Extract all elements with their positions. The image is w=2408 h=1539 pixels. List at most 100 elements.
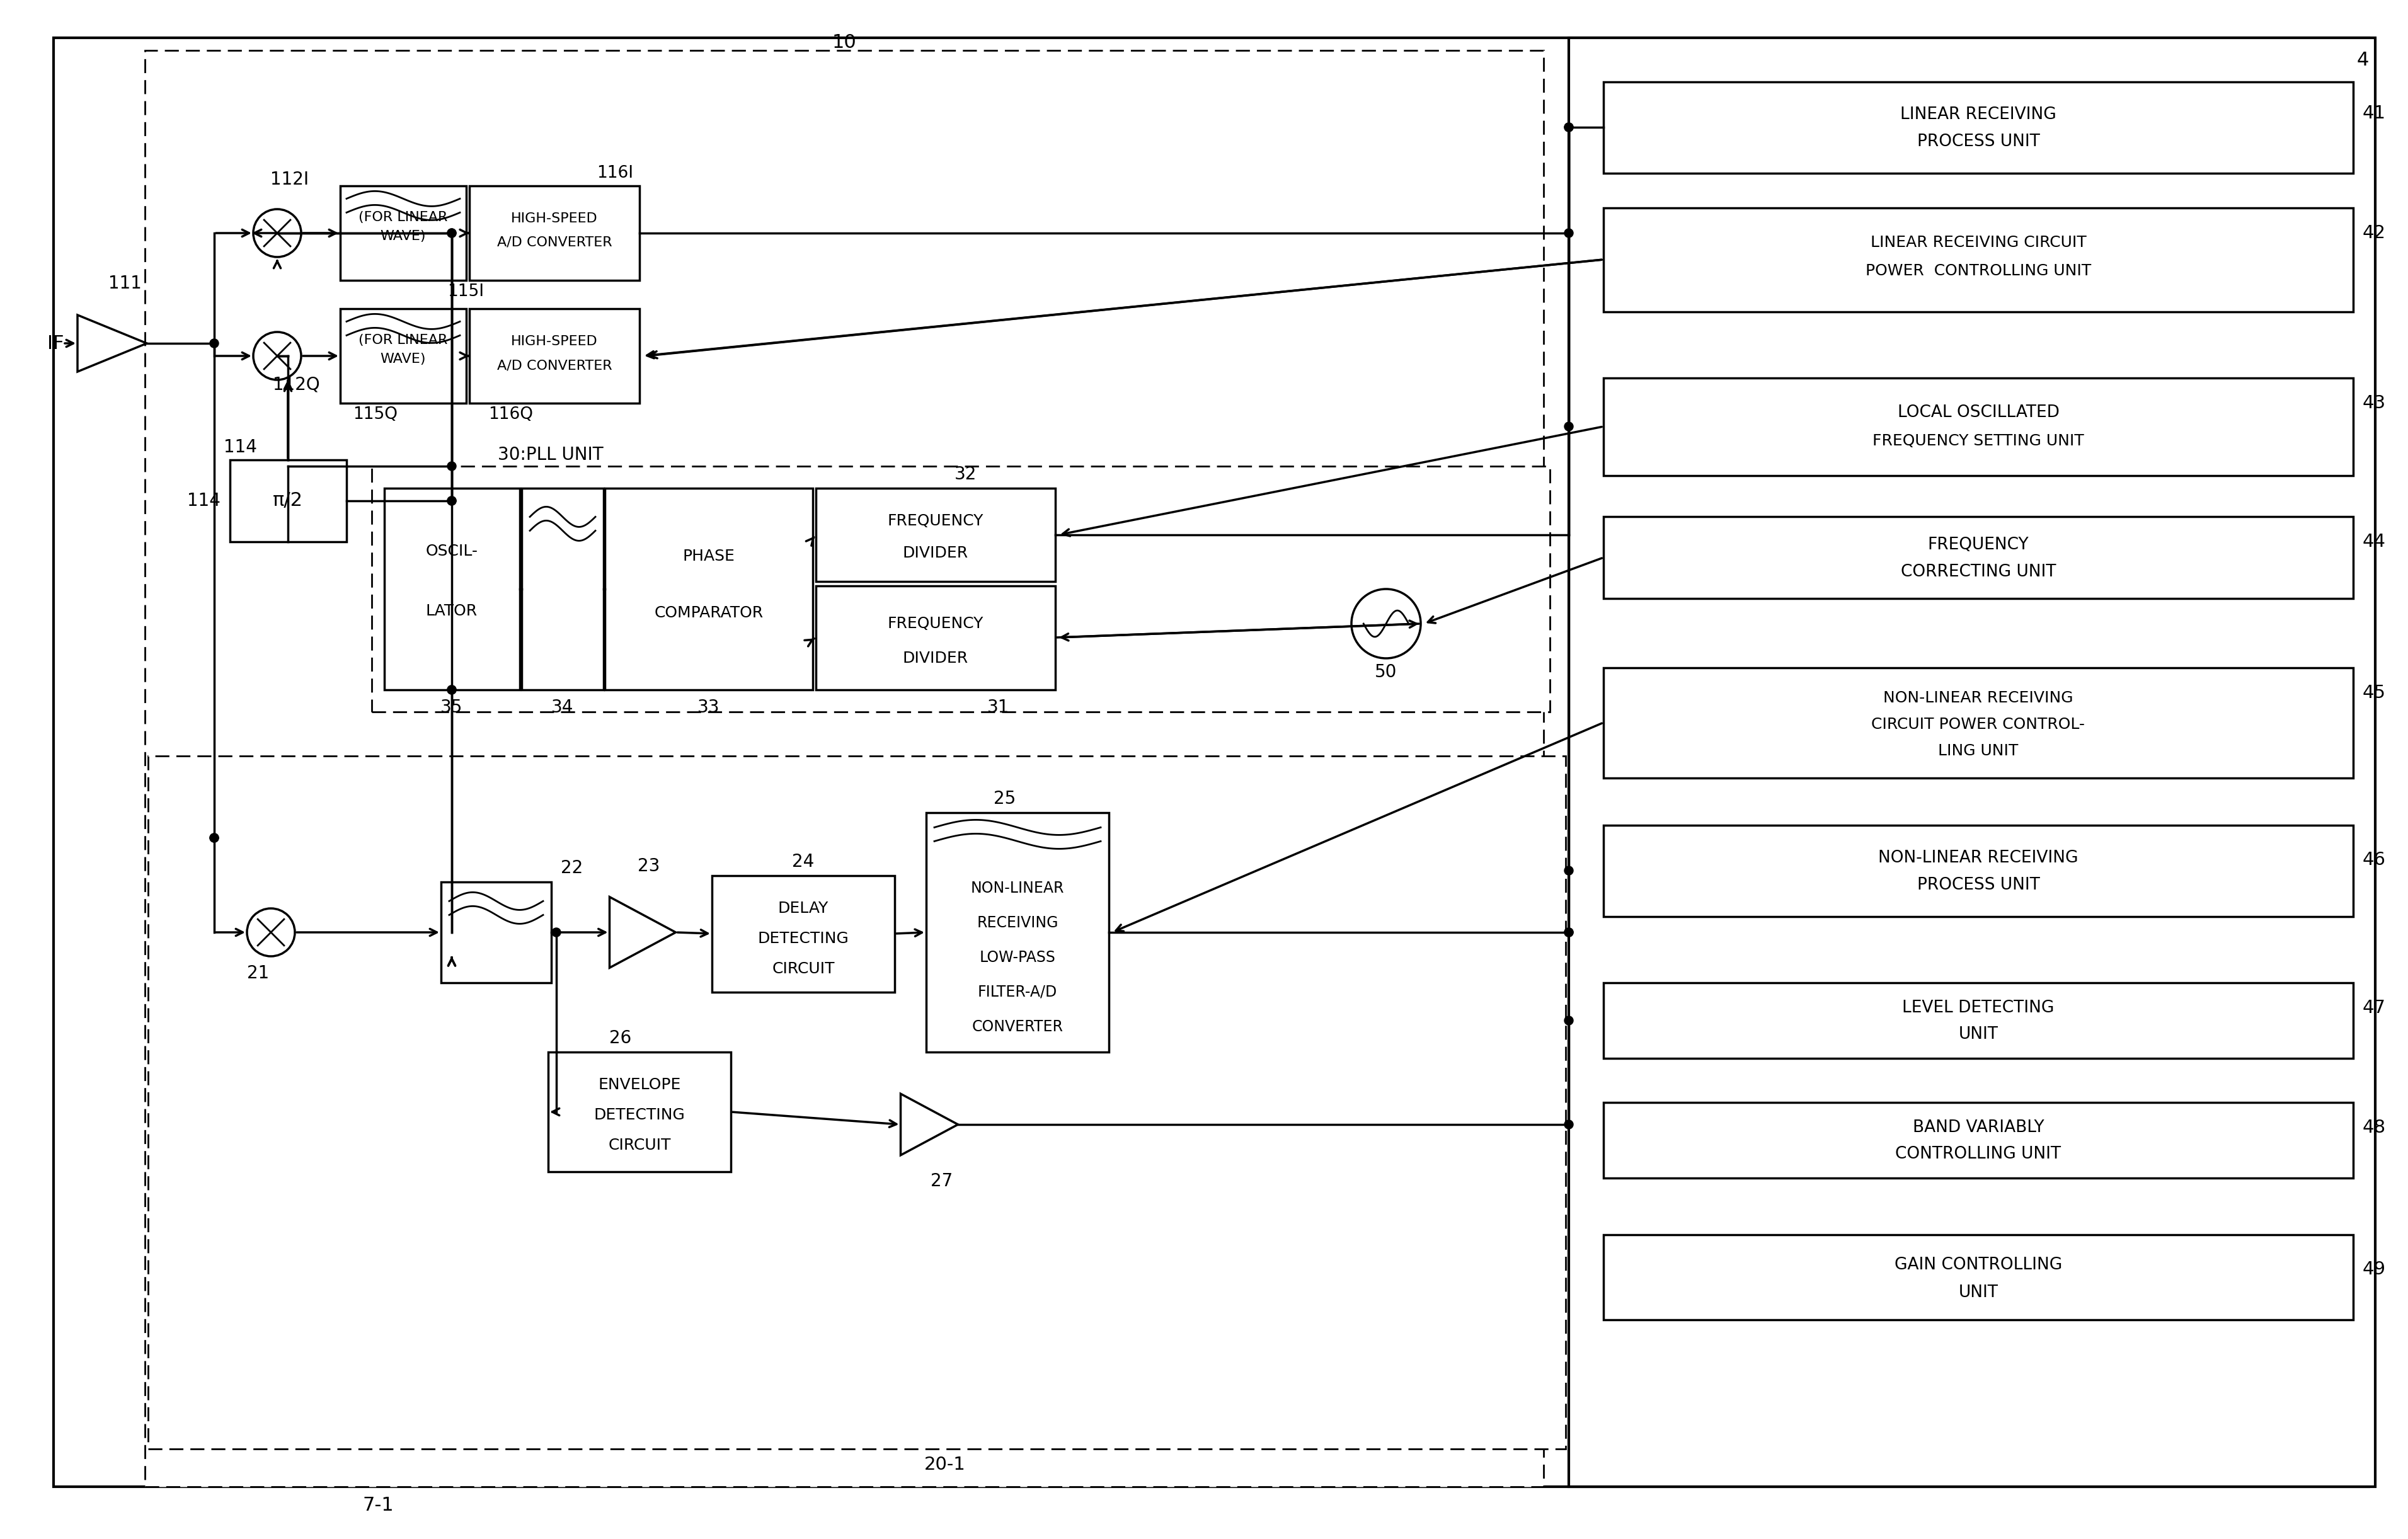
Bar <box>1604 983 2353 1059</box>
Circle shape <box>448 685 455 694</box>
Text: FREQUENCY: FREQUENCY <box>889 514 982 528</box>
Text: 47: 47 <box>2362 999 2386 1017</box>
Text: 23: 23 <box>638 857 660 876</box>
Text: FREQUENCY SETTING UNIT: FREQUENCY SETTING UNIT <box>1873 434 2083 448</box>
Circle shape <box>209 834 219 842</box>
Bar <box>1604 517 2353 599</box>
Circle shape <box>448 497 455 505</box>
Circle shape <box>1565 1120 1572 1130</box>
Bar <box>816 586 1055 689</box>
Text: LOW-PASS: LOW-PASS <box>980 950 1055 965</box>
Text: 31: 31 <box>987 699 1009 716</box>
Text: HIGH-SPEED: HIGH-SPEED <box>510 212 597 225</box>
Text: LING UNIT: LING UNIT <box>1938 743 2018 759</box>
Circle shape <box>1565 422 1572 431</box>
Circle shape <box>551 928 561 937</box>
Bar <box>1604 82 2353 174</box>
Text: 20-1: 20-1 <box>925 1456 966 1473</box>
Circle shape <box>448 229 455 237</box>
Bar <box>1604 1234 2353 1320</box>
Text: 111: 111 <box>108 274 142 292</box>
Text: 24: 24 <box>792 853 814 871</box>
Circle shape <box>1565 229 1572 237</box>
Circle shape <box>1565 123 1572 132</box>
Text: PHASE: PHASE <box>684 549 734 563</box>
Text: 32: 32 <box>954 465 978 483</box>
Text: 41: 41 <box>2362 105 2386 122</box>
Text: CONVERTER: CONVERTER <box>973 1019 1064 1034</box>
Text: IF: IF <box>48 334 63 352</box>
Bar <box>1604 379 2353 476</box>
Text: NON-LINEAR RECEIVING: NON-LINEAR RECEIVING <box>1883 691 2073 705</box>
Text: CONTROLLING UNIT: CONTROLLING UNIT <box>1895 1147 2061 1162</box>
Text: 22: 22 <box>561 859 583 877</box>
Text: (FOR LINEAR: (FOR LINEAR <box>359 211 448 223</box>
Text: 10: 10 <box>833 34 857 52</box>
Text: ENVELOPE: ENVELOPE <box>597 1077 681 1093</box>
Bar <box>229 460 347 542</box>
Circle shape <box>209 834 219 842</box>
Text: CIRCUIT: CIRCUIT <box>773 962 836 976</box>
Circle shape <box>1565 928 1572 937</box>
Bar <box>1604 208 2353 312</box>
Text: 112Q: 112Q <box>272 376 320 392</box>
Text: PROCESS UNIT: PROCESS UNIT <box>1917 134 2040 149</box>
Text: PROCESS UNIT: PROCESS UNIT <box>1917 877 2040 893</box>
Bar <box>1568 38 2374 1487</box>
Circle shape <box>1565 866 1572 876</box>
Circle shape <box>448 685 455 694</box>
Circle shape <box>448 497 455 505</box>
Bar <box>385 488 520 689</box>
Circle shape <box>1565 928 1572 937</box>
Text: 45: 45 <box>2362 685 2386 702</box>
Text: 112I: 112I <box>270 171 308 188</box>
Text: 115Q: 115Q <box>354 406 397 423</box>
Text: 115I: 115I <box>448 283 484 300</box>
Bar <box>441 882 551 983</box>
Bar <box>470 186 641 280</box>
Bar <box>371 466 1551 713</box>
Text: DELAY: DELAY <box>778 900 828 916</box>
Text: CORRECTING UNIT: CORRECTING UNIT <box>1900 563 2056 580</box>
Text: 50: 50 <box>1375 663 1397 680</box>
Bar <box>816 488 1055 582</box>
Bar <box>713 876 896 993</box>
Text: 46: 46 <box>2362 851 2386 868</box>
Circle shape <box>1565 1016 1572 1025</box>
Text: 49: 49 <box>2362 1260 2386 1279</box>
Bar <box>144 51 1544 1487</box>
Text: 7-1: 7-1 <box>361 1496 393 1514</box>
Text: 34: 34 <box>551 699 573 716</box>
Text: CIRCUIT POWER CONTROL-: CIRCUIT POWER CONTROL- <box>1871 717 2085 733</box>
Text: DETECTING: DETECTING <box>759 931 850 946</box>
Text: FREQUENCY: FREQUENCY <box>889 616 982 631</box>
Bar <box>1604 668 2353 779</box>
Text: 30:PLL UNIT: 30:PLL UNIT <box>498 446 604 463</box>
Text: FILTER-A/D: FILTER-A/D <box>978 985 1057 1000</box>
Text: 4: 4 <box>2357 51 2369 69</box>
Bar <box>523 488 604 689</box>
Text: HIGH-SPEED: HIGH-SPEED <box>510 336 597 348</box>
Text: 33: 33 <box>698 699 720 716</box>
Bar <box>470 309 641 403</box>
Text: UNIT: UNIT <box>1958 1285 1999 1300</box>
Text: RECEIVING: RECEIVING <box>978 916 1057 931</box>
Text: LATOR: LATOR <box>426 603 477 619</box>
Text: 42: 42 <box>2362 225 2386 242</box>
Text: OSCIL-: OSCIL- <box>426 543 477 559</box>
Text: A/D CONVERTER: A/D CONVERTER <box>496 235 612 249</box>
Text: 21: 21 <box>248 965 270 982</box>
Circle shape <box>1565 123 1572 132</box>
Bar <box>1604 1102 2353 1177</box>
Text: UNIT: UNIT <box>1958 1027 1999 1042</box>
Text: DIVIDER: DIVIDER <box>903 651 968 666</box>
Text: π/2: π/2 <box>272 491 303 509</box>
Circle shape <box>209 339 219 348</box>
Text: LINEAR RECEIVING CIRCUIT: LINEAR RECEIVING CIRCUIT <box>1871 235 2085 251</box>
Text: 116I: 116I <box>597 165 633 182</box>
Text: DIVIDER: DIVIDER <box>903 545 968 560</box>
Bar <box>1604 825 2353 917</box>
Bar <box>927 813 1108 1053</box>
Text: BAND VARIABLY: BAND VARIABLY <box>1912 1119 2044 1136</box>
Circle shape <box>448 462 455 471</box>
